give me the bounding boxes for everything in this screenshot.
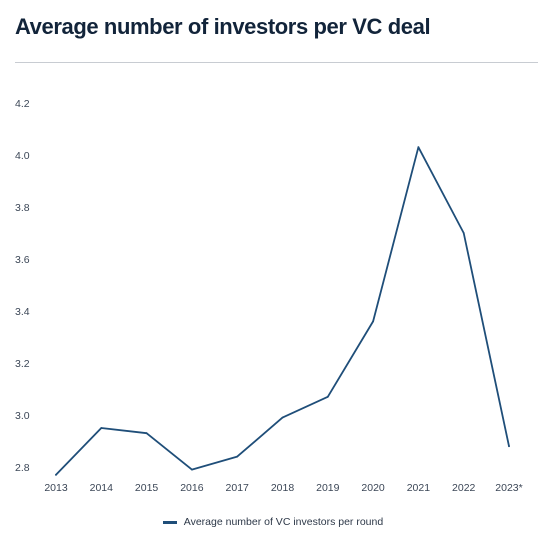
- x-tick-label: 2013: [44, 482, 68, 494]
- y-axis-ticks: 2.8 3.0 3.2 3.4 3.6 3.8 4.0 4.2: [15, 98, 30, 474]
- data-point: [372, 320, 374, 323]
- series-layer: [55, 146, 510, 476]
- data-point: [281, 416, 284, 419]
- data-point: [55, 473, 57, 476]
- y-tick-label: 3.8: [15, 202, 30, 214]
- y-tick-label: 3.2: [15, 358, 30, 370]
- line-chart: 2.83.03.23.43.63.84.04.2 2013 2014 2015 201…: [15, 98, 523, 494]
- y-tick-label: 3.6: [15, 254, 30, 266]
- x-tick-label: 2018: [271, 482, 295, 494]
- data-point: [326, 395, 329, 398]
- x-axis-ticks: 2013 2014 2015 2016 2017 2018 2019 2020 2021 2022…: [44, 482, 522, 494]
- y-tick-label: 3.4: [15, 306, 30, 318]
- data-point: [145, 432, 148, 435]
- data-point: [508, 445, 510, 448]
- data-point: [236, 455, 239, 458]
- x-tick-label: 2017: [226, 482, 250, 494]
- x-tick-label: 2020: [361, 482, 385, 494]
- title-divider: [15, 62, 538, 63]
- data-point: [100, 427, 103, 429]
- data-point: [417, 146, 420, 149]
- x-tick-label: 2019: [316, 482, 340, 494]
- x-tick-label: 2022: [452, 482, 476, 494]
- y-tick-label: 4.2: [15, 98, 30, 110]
- legend-label: Average number of VC investors per round: [183, 516, 384, 528]
- y-tick-label: 2.8: [15, 462, 30, 474]
- y-tick-label: 3.0: [15, 410, 30, 422]
- x-tick-label: 2023*: [495, 482, 522, 494]
- legend: Average number of VC investors per round: [0, 516, 546, 528]
- y-tick-label: 4.0: [15, 150, 30, 162]
- x-tick-label: 2016: [180, 482, 204, 494]
- x-tick-label: 2014: [90, 482, 114, 494]
- series-line: [55, 146, 510, 476]
- data-point: [191, 468, 193, 471]
- x-tick-label: 2021: [407, 482, 431, 494]
- legend-swatch: [162, 520, 177, 524]
- chart-title: Average number of investors per VC deal: [15, 14, 431, 39]
- x-tick-label: 2015: [135, 482, 159, 494]
- data-point: [462, 232, 465, 234]
